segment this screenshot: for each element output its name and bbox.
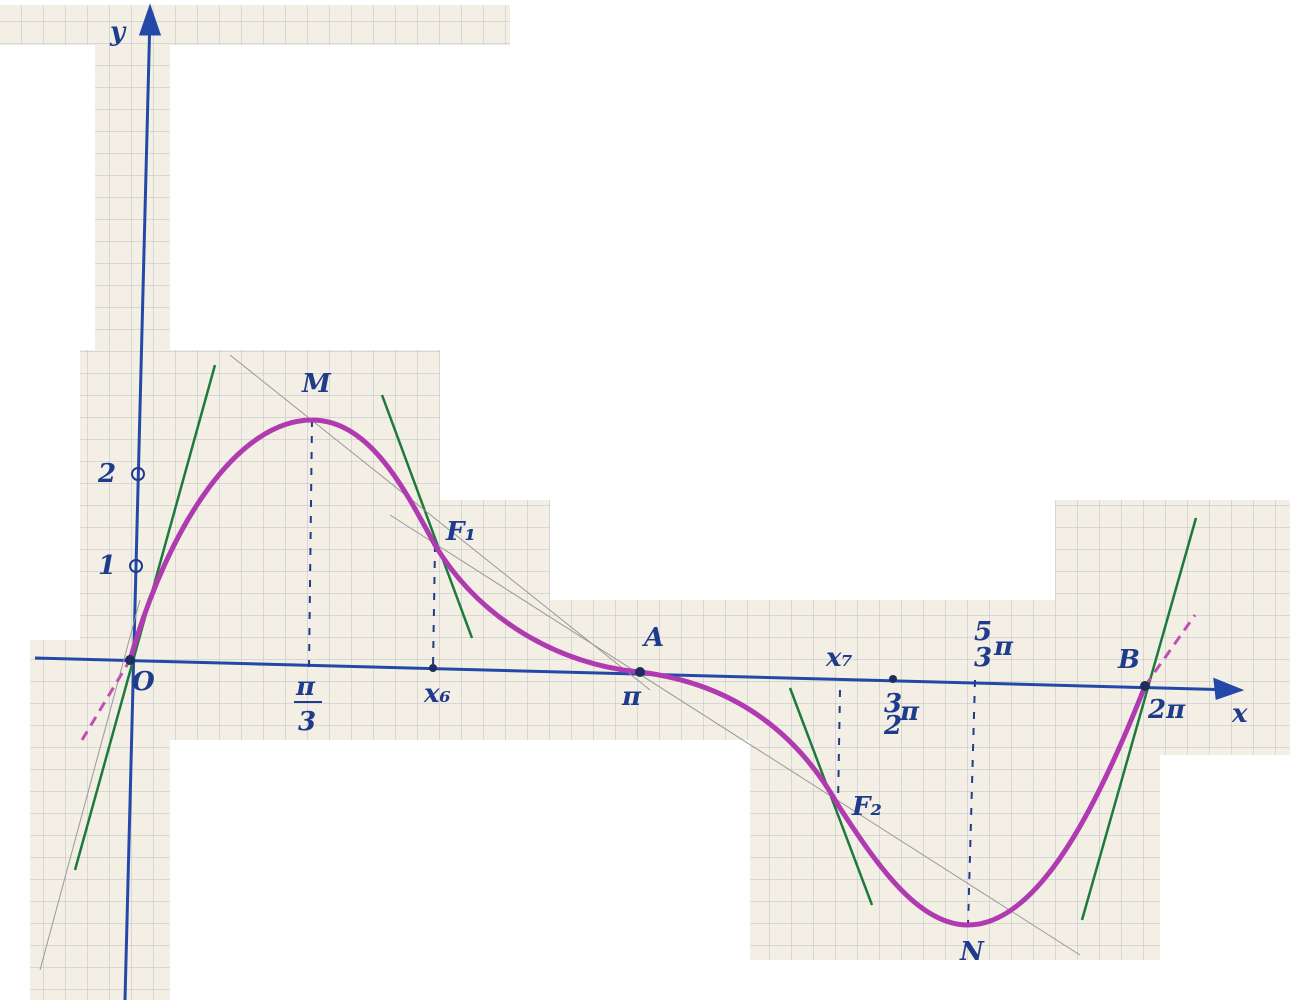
tick-label: 1: [98, 551, 116, 581]
tick-label: π: [295, 672, 316, 702]
point-label: F₁: [445, 517, 476, 547]
tick-label: 2π: [1147, 695, 1186, 725]
tick-label: 3: [974, 643, 992, 673]
tick-label: 3: [298, 707, 316, 737]
point-label: F₂: [851, 792, 882, 822]
point-label: B: [1117, 645, 1140, 675]
tick-label: π: [993, 632, 1014, 662]
point-label: M: [301, 369, 332, 399]
paper-patches: [0, 5, 1290, 1000]
tick-label: x₆: [423, 679, 451, 709]
point-label: O: [132, 667, 155, 697]
tick-label: x₇: [825, 643, 853, 673]
tick-label: π: [899, 697, 920, 727]
graph-sheet: y x O M F₁ A F₂ N B π 3 x₆ π x₇ 3 2 π 5 …: [0, 0, 1295, 1001]
tick-label: 2: [97, 459, 116, 489]
axis-label: y: [109, 17, 127, 47]
tick-label: π: [621, 682, 642, 712]
point-label: N: [959, 937, 985, 967]
point-label: A: [641, 623, 664, 653]
axis-label: x: [1231, 699, 1248, 729]
